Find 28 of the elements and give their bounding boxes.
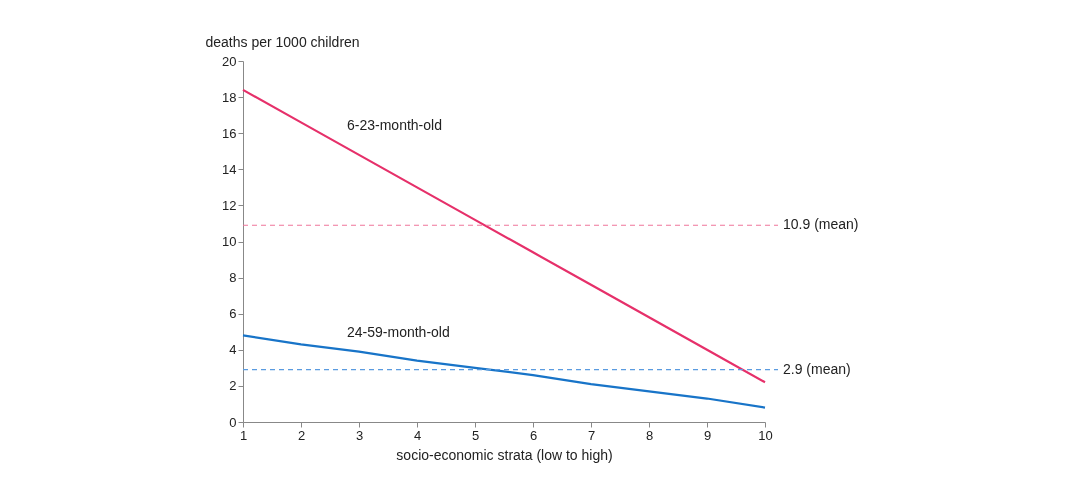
x-tick-label: 3: [355, 427, 364, 443]
y-tick-label: 12: [222, 197, 237, 213]
x-tick-label: 10: [758, 427, 773, 443]
x-tick-label: 6: [529, 427, 538, 443]
x-tick-label: 1: [239, 427, 248, 443]
y-tick-label: 10: [222, 234, 237, 249]
y-axis-title: deaths per 1000 children: [205, 33, 360, 50]
y-tick-label: 0: [229, 414, 237, 430]
ref-line-label: 10.9 (mean): [783, 216, 859, 233]
y-tick-label: 18: [222, 89, 237, 105]
x-tick-label: 4: [413, 427, 422, 443]
series-label: 24-59-month-old: [347, 323, 450, 340]
y-tick-label: 6: [229, 306, 237, 322]
x-axis-title: socio-economic strata (low to high): [396, 446, 613, 463]
x-tick-label: 7: [587, 427, 596, 443]
x-tick-label: 5: [471, 427, 480, 443]
y-tick-label: 4: [229, 342, 237, 358]
y-tick-label: 20: [222, 53, 237, 69]
line-series: [241, 88, 767, 384]
y-tick-label: 14: [222, 161, 237, 177]
y-tick-label: 8: [229, 270, 237, 286]
y-tick-label: 16: [222, 125, 237, 141]
y-tick-label: 2: [229, 378, 237, 394]
ref-line-label: 2.9 (mean): [783, 360, 851, 377]
x-tick-label: 2: [297, 427, 306, 443]
x-tick-label: 8: [645, 427, 654, 443]
series-label: 6-23-month-old: [347, 116, 442, 133]
x-tick-label: 9: [703, 427, 712, 443]
